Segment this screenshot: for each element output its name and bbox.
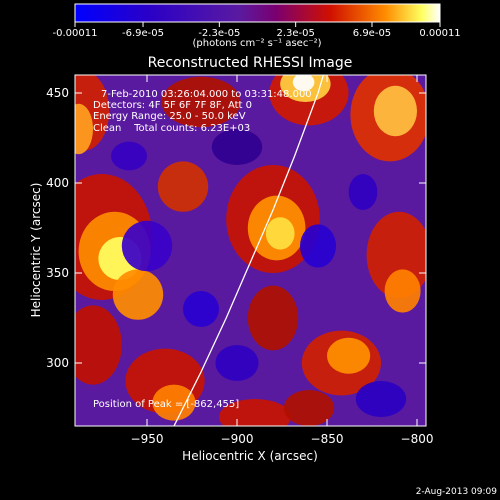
x-tick-label: −850 (311, 432, 344, 446)
x-tick-label: −900 (221, 432, 254, 446)
heatmap-blob (111, 141, 147, 171)
solar-limb-line (173, 75, 325, 426)
colorbar-unit-label: (photons cm⁻² s⁻¹ asec⁻²) (192, 38, 321, 49)
annotation-energy: Energy Range: 25.0 - 50.0 keV (93, 111, 246, 122)
heatmap-blob (355, 381, 407, 417)
heatmap-blob (161, 76, 241, 128)
heatmap-blob (283, 390, 335, 426)
heatmap-blob (348, 174, 378, 210)
x-axis-label: Heliocentric X (arcsec) (182, 449, 318, 463)
y-tick-label: 450 (46, 86, 69, 100)
annotation-peak: Position of Peak = [-862,455] (93, 399, 239, 410)
heatmap-blob (292, 75, 315, 92)
heatmap-blob (384, 269, 421, 313)
heatmap-blob (327, 337, 371, 374)
axis-ticks: −950 −900 −850 −800 300 350 400 450 (46, 75, 433, 446)
heatmap-blob (75, 103, 93, 155)
colorbar-tick-label: -6.9e-05 (122, 28, 164, 39)
heatmap-blob (112, 269, 164, 320)
heatmap-blob (75, 305, 122, 385)
y-tick-label: 300 (46, 356, 69, 370)
annotations: 7-Feb-2010 03:26:04.000 to 03:31:48.000 … (93, 89, 312, 410)
annotation-clean: Clean Total counts: 6.23E+03 (93, 123, 250, 134)
heatmap-blob (265, 217, 295, 250)
heatmap-blobs (75, 75, 426, 426)
heatmap-blob (157, 161, 209, 212)
y-tick-label: 400 (46, 176, 69, 190)
heatmap (75, 75, 426, 426)
heatmap-blob (211, 129, 263, 165)
heatmap-blob (300, 224, 336, 268)
colorbar-tick-label: -0.00011 (53, 28, 98, 39)
annotation-time: 7-Feb-2010 03:26:04.000 to 03:31:48.000 (101, 89, 312, 100)
colorbar-bar (74, 3, 441, 23)
heatmap-blob (152, 384, 196, 421)
y-tick-label: 350 (46, 266, 69, 280)
footer-date: 2-Aug-2013 09:09 (416, 487, 498, 497)
x-tick-label: −800 (401, 432, 434, 446)
y-axis-label: Heliocentric Y (arcsec) (29, 183, 43, 318)
plot-frame (74, 74, 427, 427)
colorbar-tick-label: 2.3e-05 (276, 28, 314, 39)
colorbar: -0.00011 -6.9e-05 -2.3e-05 2.3e-05 6.9e-05 0.… (53, 3, 461, 49)
heatmap-blob (247, 285, 299, 351)
x-tick-label: −950 (131, 432, 164, 446)
heatmap-blob (215, 345, 259, 381)
colorbar-tick-label: -2.3e-05 (198, 28, 240, 39)
heatmap-blob (183, 291, 219, 327)
heatmap-blob (373, 85, 417, 137)
colorbar-ticks: -0.00011 -6.9e-05 -2.3e-05 2.3e-05 6.9e-05 0.… (53, 22, 461, 39)
annotation-detectors: Detectors: 4F 5F 6F 7F 8F, Att 0 (93, 100, 252, 111)
heatmap-blob (121, 220, 173, 272)
chart-title: Reconstructed RHESSI Image (148, 55, 353, 71)
colorbar-tick-label: 6.9e-05 (353, 28, 391, 39)
colorbar-tick-label: 0.00011 (419, 28, 460, 39)
